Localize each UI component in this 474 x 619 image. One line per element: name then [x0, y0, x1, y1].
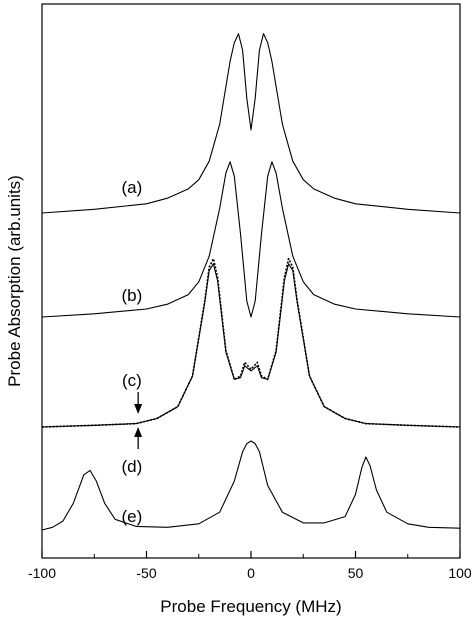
series-line-a	[41, 33, 461, 214]
plot-border	[41, 3, 461, 559]
curves	[41, 33, 461, 531]
x-axis-label: Probe Frequency (MHz)	[160, 597, 341, 616]
x-tick-label: -100	[28, 565, 56, 581]
x-tick-label: 100	[448, 565, 472, 581]
arrow-down-head	[134, 404, 143, 414]
x-tick-label: 0	[247, 565, 255, 581]
series-line-b	[41, 161, 461, 318]
x-tick-label: -50	[136, 565, 156, 581]
x-tick-label: 50	[348, 565, 364, 581]
curve-label-e: (e)	[121, 507, 142, 526]
curve-label-d: (d)	[121, 457, 142, 476]
curve-label-a: (a)	[121, 178, 142, 197]
series-line-e	[41, 440, 461, 531]
y-axis-label: Probe Absorption (arb.units)	[5, 175, 24, 387]
curve-label-b: (b)	[121, 286, 142, 305]
curve-labels: (a) (b) (c) (d) (e)	[121, 178, 142, 526]
plot-frame	[41, 3, 461, 559]
arrow-up-head	[134, 427, 143, 437]
series-line-d	[41, 263, 461, 428]
x-axis-ticks: -100 -50 0 50 100	[28, 551, 472, 581]
curve-label-c: (c)	[122, 371, 142, 390]
series-line-c	[41, 257, 461, 428]
